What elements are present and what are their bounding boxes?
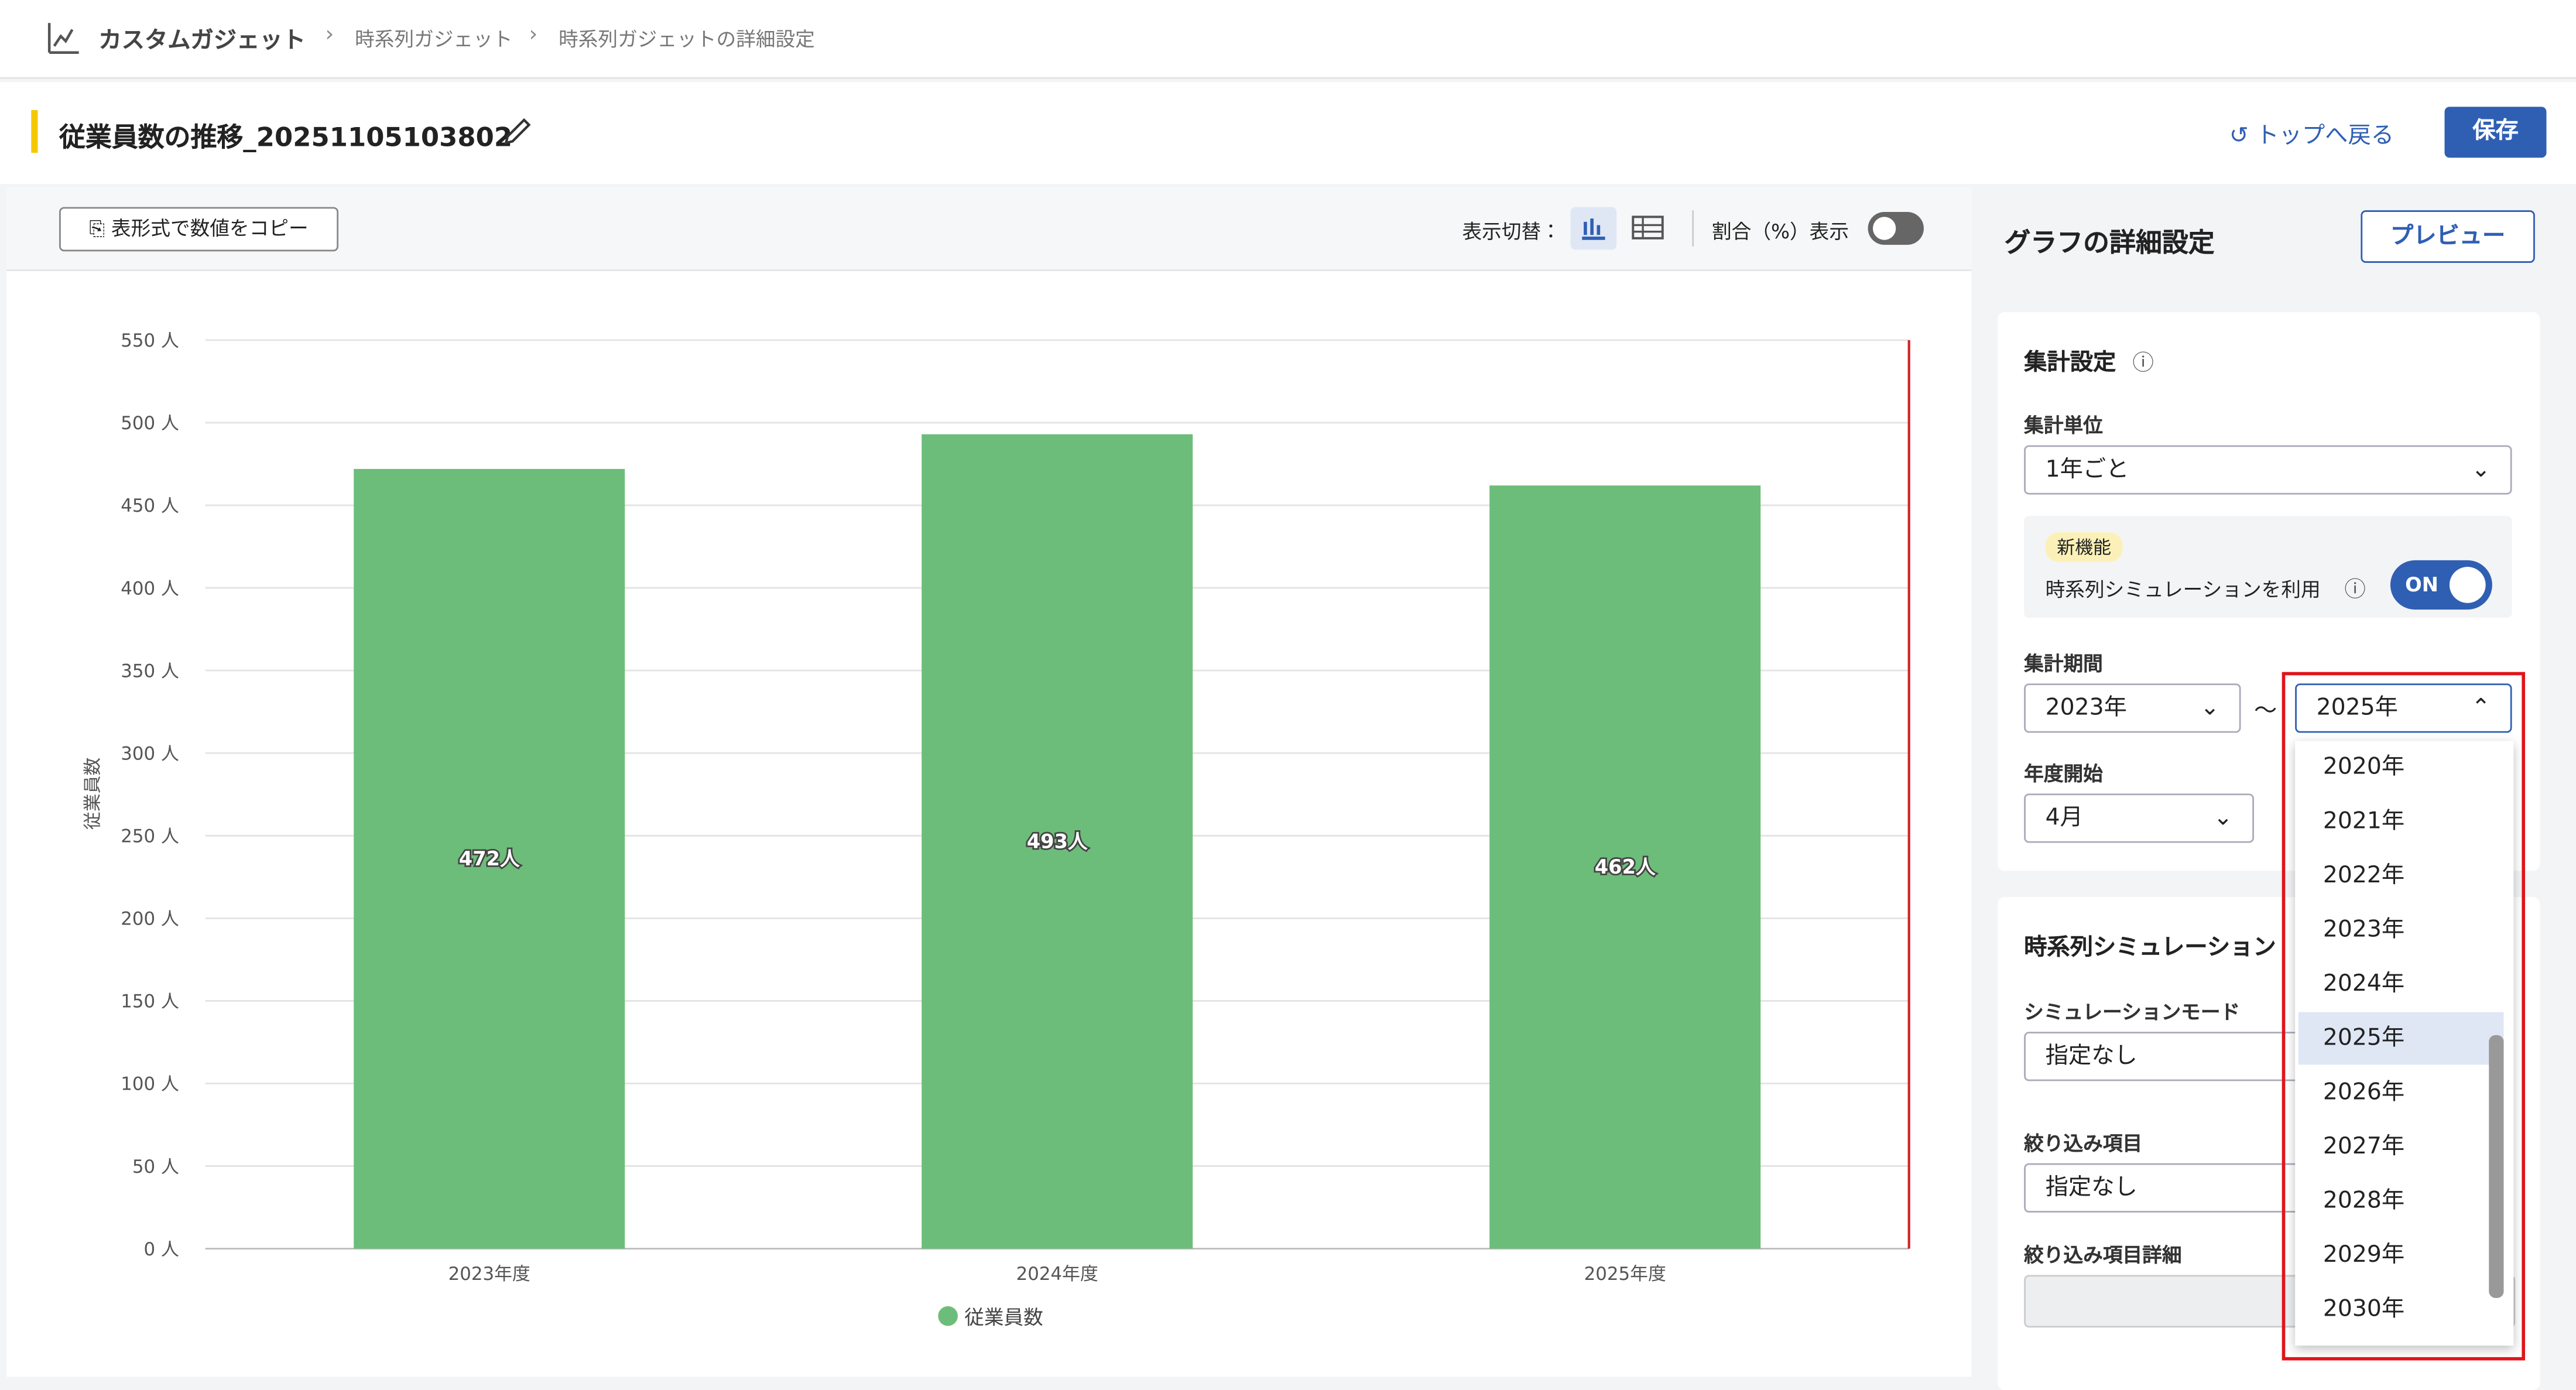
help-icon[interactable]: ⓘ (2344, 578, 2366, 603)
year-dropdown: 2020年 2021年 2022年 2023年 2024年 2025年 2026年 2027年… (2295, 741, 2514, 1346)
bar (354, 468, 625, 1249)
simulation-label: 時系列シミュレーションを利用 (2045, 578, 2321, 602)
tilde: ～ (2253, 698, 2277, 725)
unit-select[interactable]: 1年ごと ⌄ (2024, 445, 2512, 495)
dropdown-option[interactable]: 2028年 (2322, 1187, 2405, 1214)
table-view-button[interactable] (1630, 214, 1666, 244)
y-tick-label: 450 人 (121, 495, 179, 516)
value-label: 493人 (1027, 830, 1088, 853)
y-tick-label: 300 人 (121, 743, 179, 764)
breadcrumb-item[interactable]: 時系列ガジェット (355, 28, 513, 51)
chevron: ⌄ (2200, 694, 2220, 721)
y-tick-label: 550 人 (121, 330, 179, 351)
top-bar (0, 0, 2576, 79)
accent-bar (31, 110, 38, 153)
ratio-toggle[interactable] (1868, 211, 1924, 245)
ratio-label: 割合（%）表示 (1711, 220, 1849, 244)
dropdown-option[interactable]: 2027年 (2322, 1134, 2405, 1160)
y-tick-label: 0 人 (144, 1239, 179, 1260)
copy-text: 表形式で数値をコピー (111, 217, 309, 240)
bar-view-button[interactable] (1570, 207, 1617, 250)
field-label: 集計期間 (2024, 652, 2103, 676)
dropdown-option[interactable]: 2021年 (2322, 808, 2405, 835)
chart: 0 人 50 人 100 人 150 人 200 人 250 人 300 人 350 人 400… (82, 330, 1910, 1329)
select-value: 2023年 (2045, 694, 2127, 721)
field-label: 絞り込み項目 (2024, 1132, 2143, 1155)
scrollbar (2489, 1035, 2504, 1298)
fy-select[interactable]: 4月 ⌄ (2024, 793, 2254, 843)
x-tick-label: 2025年度 (1584, 1264, 1666, 1285)
help-icon[interactable]: ⓘ (2132, 351, 2154, 376)
x-tick-label: 2024年度 (1016, 1264, 1098, 1285)
highlight-box (2282, 672, 2526, 1361)
y-tick-label: 250 人 (121, 826, 179, 847)
y-tick-label: 200 人 (121, 909, 179, 930)
legend-label: 従業員数 (964, 1306, 1043, 1329)
select-value: 2025年 (2316, 694, 2398, 721)
field-label: 絞り込み項目詳細 (2024, 1244, 2182, 1267)
gadget-icon (47, 23, 79, 54)
simulation-toggle[interactable]: ON (2390, 560, 2492, 610)
copy-button[interactable]: ⎘ 表形式で数値をコピー (59, 207, 339, 252)
chevron: ⌃ (2471, 694, 2491, 721)
legend-marker (938, 1306, 958, 1326)
select-value: 1年ごと (2045, 457, 2129, 483)
y-tick-label: 150 人 (121, 991, 179, 1012)
dropdown-option[interactable]: 2029年 (2322, 1242, 2405, 1269)
edit-icon[interactable] (501, 115, 534, 148)
y-tick-label: 50 人 (132, 1156, 179, 1177)
new-badge: 新機能 (2045, 532, 2123, 562)
select-value: 指定なし (2045, 1043, 2137, 1070)
dropdown-option[interactable]: 2022年 (2322, 862, 2405, 889)
switch-label: 表示切替： (1462, 220, 1561, 244)
breadcrumb-separator: › (325, 23, 334, 48)
dropdown-option[interactable]: 2026年 (2322, 1079, 2405, 1106)
dropdown-option[interactable]: 2024年 (2322, 971, 2405, 998)
value-label: 472人 (459, 847, 520, 870)
period-end-select[interactable]: 2025年 ⌃ (2295, 683, 2512, 733)
field-label: シミュレーションモード (2024, 1000, 2241, 1024)
field-label: 集計単位 (2024, 414, 2103, 437)
x-tick-label: 2023年度 (448, 1264, 530, 1285)
bar-view-icon (1582, 218, 1605, 240)
panel-title: グラフの詳細設定 (2004, 227, 2215, 258)
dropdown-option[interactable]: 2020年 (2322, 754, 2405, 780)
dropdown-option[interactable]: 2025年 (2298, 1012, 2504, 1065)
preview-button[interactable]: プレビュー (2361, 210, 2535, 263)
section-title: 時系列シミュレーション (2024, 934, 2276, 961)
chevron: ⌄ (2471, 457, 2491, 483)
select-value: 4月 (2045, 804, 2083, 831)
toggle-text: ON (2405, 573, 2438, 597)
back-link[interactable]: ↺ トップへ戻る (2229, 123, 2395, 150)
chevron: ⌄ (2213, 804, 2233, 831)
dropdown-option[interactable]: 2030年 (2322, 1296, 2405, 1323)
dropdown-option[interactable]: 2023年 (2322, 916, 2405, 943)
y-tick-label: 350 人 (121, 660, 179, 682)
y-tick-label: 500 人 (121, 413, 179, 434)
y-tick-label: 400 人 (121, 578, 179, 599)
bar (922, 434, 1193, 1249)
section-title: 集計設定 (2024, 350, 2116, 376)
period-start-select[interactable]: 2023年 ⌄ (2024, 683, 2241, 733)
select-value: 指定なし (2045, 1175, 2137, 1201)
header (0, 82, 2576, 184)
y-tick-label: 100 人 (121, 1074, 179, 1095)
y-axis-label: 従業員数 (82, 758, 103, 830)
divider (1692, 210, 1694, 246)
back-text: トップへ戻る (2256, 123, 2395, 150)
breadcrumb-separator: › (529, 23, 538, 48)
bar (1489, 485, 1761, 1249)
field-label: 年度開始 (2024, 762, 2103, 786)
breadcrumb-item[interactable]: カスタムガジェット (98, 28, 306, 54)
save-button[interactable]: 保存 (2444, 107, 2547, 158)
value-label: 462人 (1595, 855, 1656, 878)
breadcrumb-item: 時系列ガジェットの詳細設定 (559, 28, 815, 51)
page-title: 従業員数の推移_20251105103802 (59, 121, 513, 153)
